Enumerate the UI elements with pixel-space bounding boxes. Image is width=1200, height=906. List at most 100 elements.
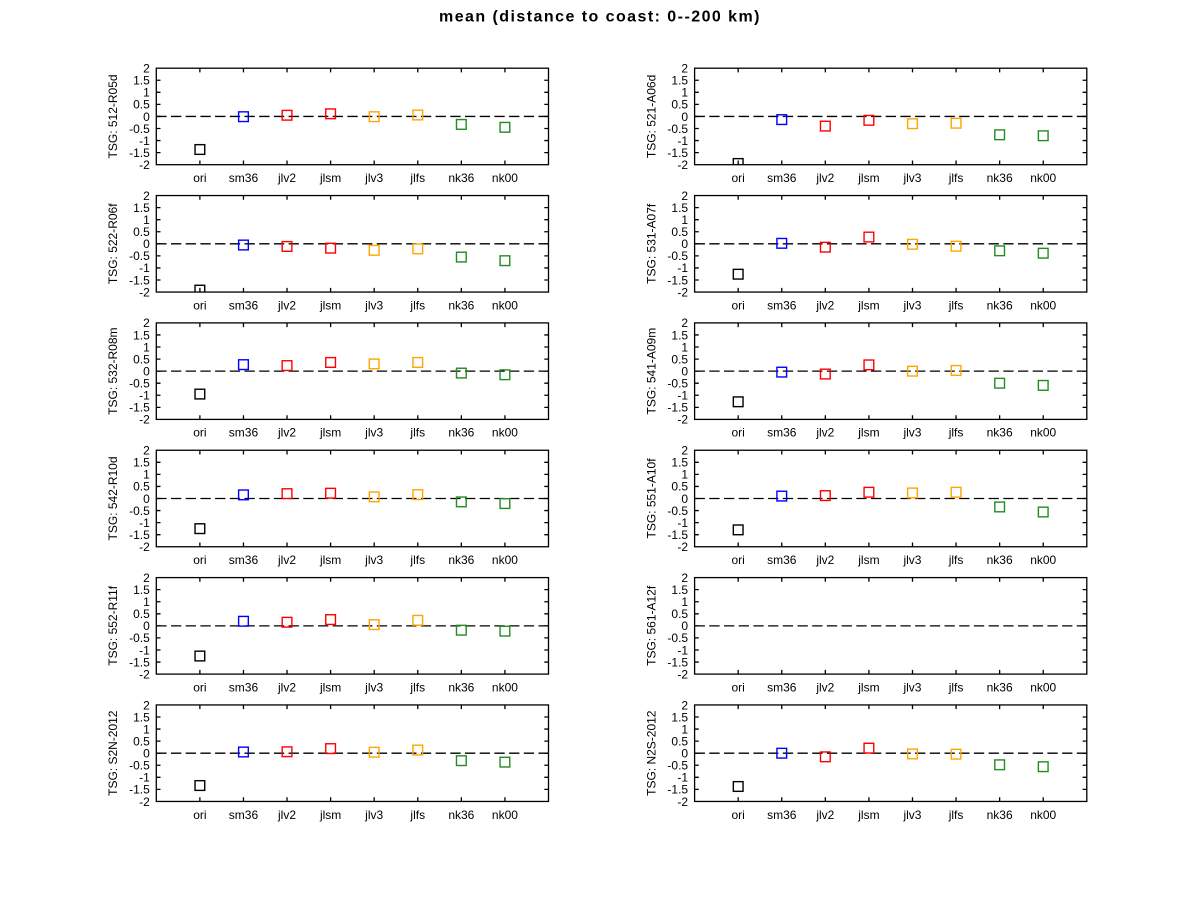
- svg-text:TSG: S2N-2012: TSG: S2N-2012: [106, 710, 120, 796]
- svg-text:sm36: sm36: [229, 553, 259, 567]
- svg-text:jlsm: jlsm: [319, 298, 341, 312]
- svg-text:jlv2: jlv2: [815, 298, 834, 312]
- svg-text:ori: ori: [732, 298, 745, 312]
- svg-text:-2: -2: [139, 795, 150, 809]
- svg-text:2: 2: [681, 62, 688, 76]
- svg-text:-1.5: -1.5: [667, 783, 688, 797]
- svg-text:-1: -1: [677, 389, 688, 403]
- svg-text:-1.5: -1.5: [129, 146, 150, 160]
- svg-text:1: 1: [681, 722, 688, 736]
- svg-text:jlfs: jlfs: [948, 426, 964, 440]
- svg-text:1.5: 1.5: [133, 456, 150, 470]
- svg-text:jlsm: jlsm: [857, 680, 879, 694]
- svg-text:-1.5: -1.5: [667, 273, 688, 287]
- svg-text:-2: -2: [139, 285, 150, 299]
- svg-text:-2: -2: [139, 413, 150, 427]
- svg-text:sm36: sm36: [767, 553, 797, 567]
- svg-text:-2: -2: [677, 540, 688, 554]
- svg-text:2: 2: [143, 189, 150, 203]
- svg-text:nk36: nk36: [448, 680, 474, 694]
- svg-text:0: 0: [681, 110, 688, 124]
- svg-text:ori: ori: [193, 553, 206, 567]
- svg-text:0.5: 0.5: [671, 98, 688, 112]
- svg-text:-1.5: -1.5: [667, 401, 688, 415]
- svg-text:0: 0: [681, 364, 688, 378]
- svg-text:sm36: sm36: [767, 808, 797, 822]
- svg-text:jlv2: jlv2: [815, 680, 834, 694]
- svg-text:TSG: 531-A07f: TSG: 531-A07f: [644, 203, 658, 284]
- svg-text:jlfs: jlfs: [948, 680, 964, 694]
- svg-text:1: 1: [681, 595, 688, 609]
- svg-text:-2: -2: [677, 413, 688, 427]
- svg-text:1.5: 1.5: [671, 201, 688, 215]
- svg-text:TSG: 522-R06f: TSG: 522-R06f: [106, 203, 120, 284]
- svg-text:jlsm: jlsm: [319, 808, 341, 822]
- svg-text:jlsm: jlsm: [857, 298, 879, 312]
- svg-text:sm36: sm36: [767, 171, 797, 185]
- svg-text:1: 1: [143, 340, 150, 354]
- svg-text:nk36: nk36: [448, 298, 474, 312]
- svg-text:nk36: nk36: [987, 680, 1013, 694]
- svg-text:1: 1: [143, 213, 150, 227]
- svg-text:TSG: 541-A09m: TSG: 541-A09m: [644, 328, 658, 415]
- svg-text:jlfs: jlfs: [409, 553, 425, 567]
- svg-text:1: 1: [681, 213, 688, 227]
- svg-text:jlsm: jlsm: [857, 426, 879, 440]
- svg-text:1: 1: [143, 468, 150, 482]
- svg-text:-2: -2: [139, 540, 150, 554]
- svg-text:2: 2: [143, 316, 150, 330]
- svg-text:nk36: nk36: [448, 553, 474, 567]
- svg-text:jlv3: jlv3: [902, 171, 921, 185]
- svg-text:nk00: nk00: [1030, 553, 1056, 567]
- svg-text:1.5: 1.5: [133, 710, 150, 724]
- svg-text:jlsm: jlsm: [857, 808, 879, 822]
- svg-text:jlfs: jlfs: [948, 171, 964, 185]
- svg-text:jlv2: jlv2: [815, 426, 834, 440]
- svg-text:TSG: 512-R05d: TSG: 512-R05d: [106, 74, 120, 158]
- svg-text:jlv2: jlv2: [277, 553, 296, 567]
- svg-text:jlv3: jlv3: [902, 808, 921, 822]
- svg-text:2: 2: [681, 571, 688, 585]
- svg-text:jlfs: jlfs: [409, 298, 425, 312]
- svg-text:0: 0: [681, 619, 688, 633]
- svg-text:sm36: sm36: [229, 808, 259, 822]
- svg-text:1: 1: [681, 86, 688, 100]
- svg-text:jlv2: jlv2: [277, 171, 296, 185]
- svg-text:jlv2: jlv2: [815, 808, 834, 822]
- svg-text:jlv3: jlv3: [364, 680, 383, 694]
- svg-text:sm36: sm36: [767, 298, 797, 312]
- svg-text:1: 1: [681, 468, 688, 482]
- svg-text:-1.5: -1.5: [129, 273, 150, 287]
- svg-text:TSG: 542-R10d: TSG: 542-R10d: [106, 456, 120, 540]
- svg-text:sm36: sm36: [229, 680, 259, 694]
- svg-text:0.5: 0.5: [133, 734, 150, 748]
- svg-text:nk00: nk00: [1030, 298, 1056, 312]
- svg-text:TSG: 532-R08m: TSG: 532-R08m: [106, 327, 120, 414]
- svg-text:jlv3: jlv3: [364, 298, 383, 312]
- svg-text:-0.5: -0.5: [129, 249, 150, 263]
- svg-text:-1: -1: [139, 643, 150, 657]
- svg-text:TSG: 521-A06d: TSG: 521-A06d: [644, 75, 658, 158]
- svg-text:-1: -1: [677, 771, 688, 785]
- svg-text:jlv3: jlv3: [364, 553, 383, 567]
- svg-text:0.5: 0.5: [133, 480, 150, 494]
- svg-text:1.5: 1.5: [671, 710, 688, 724]
- svg-text:nk36: nk36: [987, 298, 1013, 312]
- svg-text:jlsm: jlsm: [319, 426, 341, 440]
- svg-text:-2: -2: [677, 285, 688, 299]
- svg-text:2: 2: [681, 316, 688, 330]
- svg-text:1.5: 1.5: [133, 328, 150, 342]
- svg-text:2: 2: [143, 571, 150, 585]
- svg-text:mean (distance to coast: 0--20: mean (distance to coast: 0--200 km): [439, 9, 761, 26]
- svg-text:0.5: 0.5: [671, 352, 688, 366]
- svg-text:jlv3: jlv3: [902, 426, 921, 440]
- svg-text:-1.5: -1.5: [667, 146, 688, 160]
- svg-text:jlv2: jlv2: [815, 553, 834, 567]
- svg-text:ori: ori: [193, 808, 206, 822]
- svg-text:jlsm: jlsm: [857, 553, 879, 567]
- svg-text:jlv2: jlv2: [277, 680, 296, 694]
- svg-text:-1: -1: [677, 643, 688, 657]
- svg-text:nk36: nk36: [448, 808, 474, 822]
- svg-text:jlv3: jlv3: [364, 171, 383, 185]
- svg-text:jlfs: jlfs: [948, 553, 964, 567]
